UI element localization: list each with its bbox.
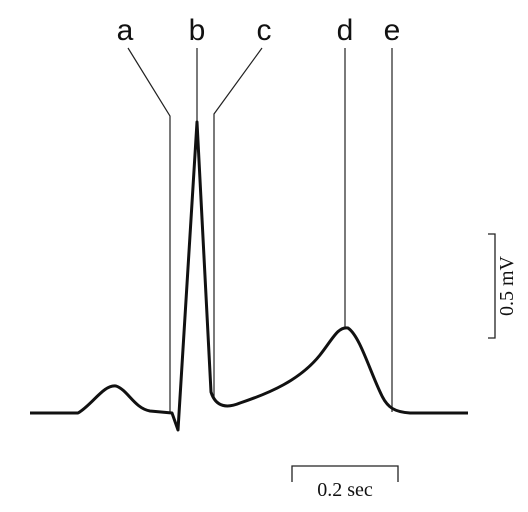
wave-label: e [384,14,401,47]
time-scale-bar [291,465,399,482]
wave-label: d [337,14,354,47]
leader-line [213,47,263,400]
wave-label: a [117,14,134,47]
ecg-trace [30,120,468,432]
wave-label: c [257,14,272,47]
time-scale-label: 0.2 sec [317,479,373,501]
wave-label: b [189,14,206,47]
leader-line [127,47,171,412]
voltage-scale-bar [488,233,496,339]
voltage-scale-label: 0.5 mV [496,255,518,316]
